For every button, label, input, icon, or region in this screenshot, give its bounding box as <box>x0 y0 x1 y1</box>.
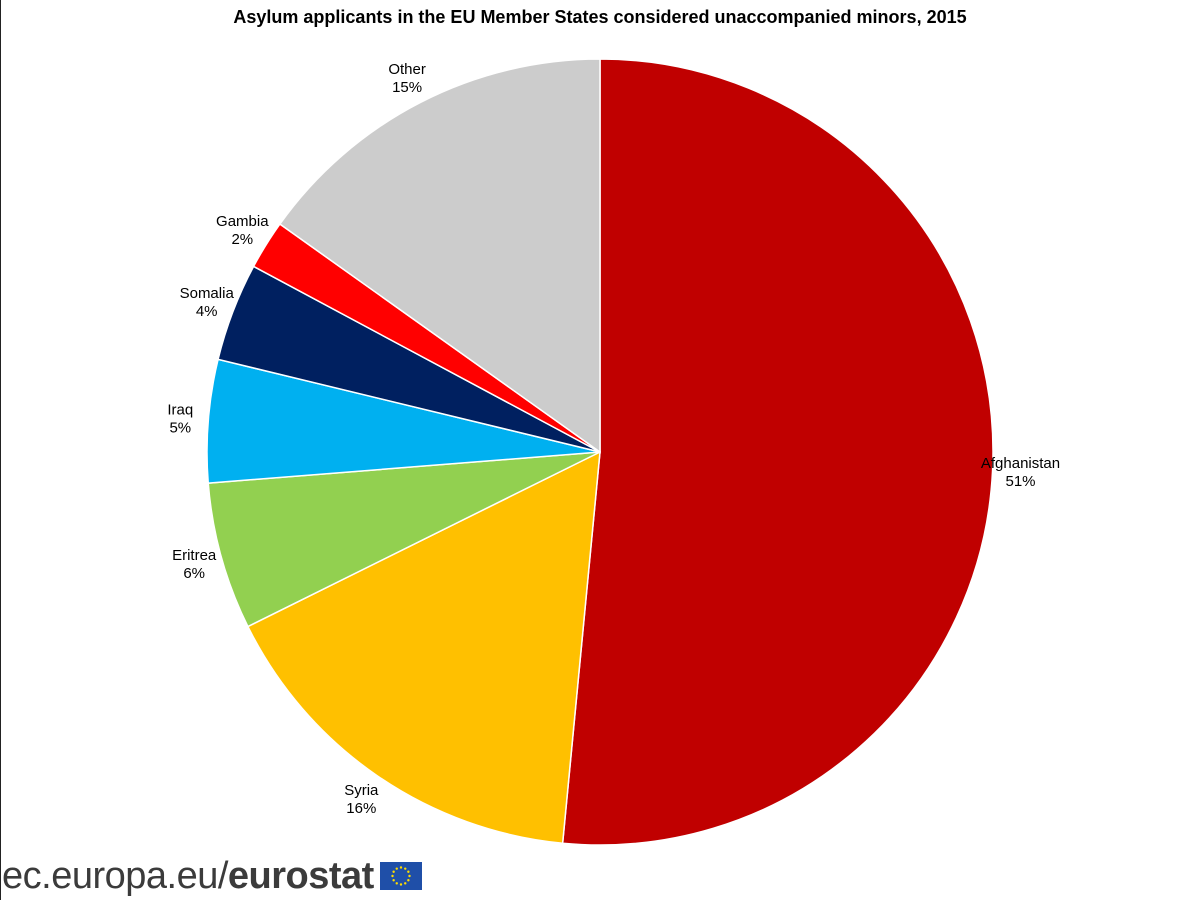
slice-name: Afghanistan <box>981 455 1060 472</box>
slice-name: Syria <box>344 782 379 799</box>
slice-percent: 4% <box>196 303 218 320</box>
flag-star <box>395 882 398 885</box>
slice-percent: 6% <box>183 565 205 582</box>
pie-slice-other <box>278 58 601 454</box>
left-border-line <box>0 0 1 900</box>
slice-name: Other <box>388 61 426 78</box>
slice-name: Gambia <box>216 213 269 230</box>
flag-star <box>392 879 395 882</box>
pie-slice-syria <box>246 450 601 845</box>
flag-star <box>406 870 410 873</box>
eurostat-footer: ec.europa.eu/eurostat <box>2 853 422 899</box>
footer-brand: eurostat <box>227 854 374 897</box>
chart-title: Asylum applicants in the EU Member State… <box>233 7 967 27</box>
footer-domain: ec.europa.eu/ <box>2 854 228 897</box>
eurostat-url: ec.europa.eu/eurostat <box>2 855 374 898</box>
slice-percent: 51% <box>1005 473 1035 490</box>
eu-flag-icon <box>379 862 422 890</box>
flag-star <box>392 870 395 873</box>
slice-name: Somalia <box>180 285 235 302</box>
flag-star <box>403 882 407 885</box>
flag-star <box>391 874 394 878</box>
flag-star <box>399 866 403 869</box>
flag-star <box>403 867 407 870</box>
slice-percent: 2% <box>231 231 253 248</box>
pie-slice-eritrea <box>207 451 601 628</box>
slice-name: Eritrea <box>172 547 217 564</box>
slice-name: Iraq <box>167 402 193 419</box>
flag-star <box>408 874 411 878</box>
slice-percent: 15% <box>392 79 422 96</box>
slice-percent: 5% <box>169 420 191 437</box>
pie-slice-afghanistan <box>561 58 994 846</box>
flag-star <box>399 883 403 886</box>
slice-percent: 16% <box>346 800 376 817</box>
flag-star <box>395 867 398 870</box>
flag-star <box>406 879 410 882</box>
